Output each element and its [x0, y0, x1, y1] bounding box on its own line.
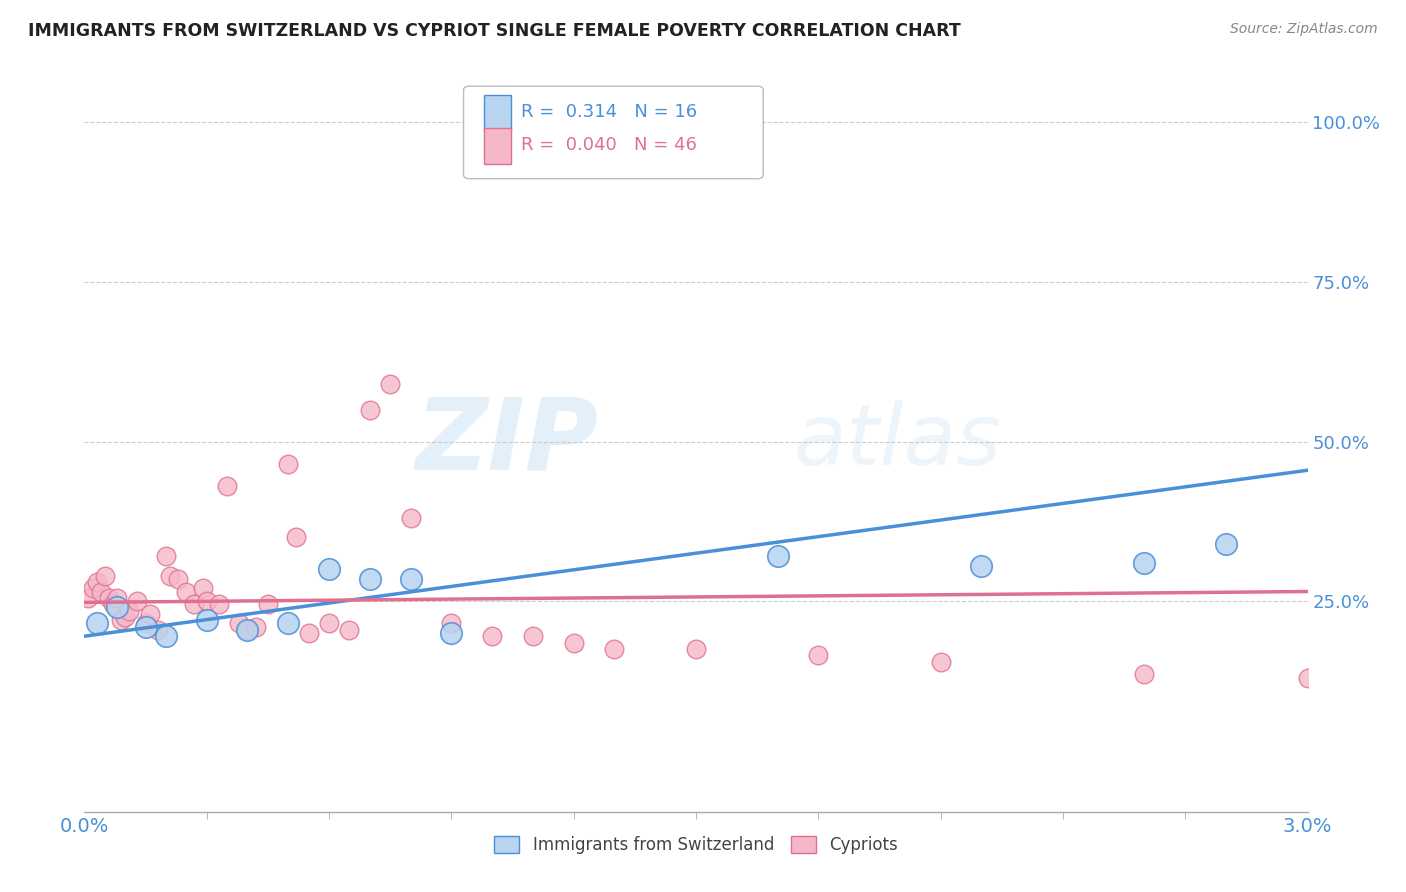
- Point: [101, 597, 124, 611]
- Y-axis label: Single Female Poverty: Single Female Poverty: [0, 350, 8, 533]
- Point: [440, 626, 463, 640]
- Point: [118, 604, 141, 618]
- Point: [970, 559, 993, 574]
- Point: [195, 613, 218, 627]
- Point: [236, 623, 259, 637]
- FancyBboxPatch shape: [464, 87, 763, 178]
- Point: [298, 626, 321, 640]
- Text: R =  0.314   N = 16: R = 0.314 N = 16: [522, 103, 697, 121]
- Point: [77, 591, 100, 605]
- Point: [318, 562, 340, 576]
- Text: ZIP: ZIP: [415, 393, 598, 490]
- Point: [176, 584, 198, 599]
- Point: [183, 597, 205, 611]
- Bar: [484, 128, 512, 164]
- Point: [277, 457, 299, 471]
- Point: [138, 607, 160, 621]
- Point: [86, 616, 108, 631]
- Point: [318, 616, 340, 631]
- Point: [155, 629, 177, 643]
- Point: [191, 582, 214, 596]
- Point: [257, 597, 280, 611]
- Point: [285, 530, 308, 544]
- Point: [399, 511, 422, 525]
- Text: atlas: atlas: [794, 400, 1002, 483]
- Point: [228, 616, 250, 631]
- Point: [481, 629, 503, 643]
- Point: [135, 616, 157, 631]
- Bar: [484, 95, 512, 130]
- Point: [359, 402, 381, 417]
- Point: [1133, 556, 1156, 570]
- Point: [522, 629, 544, 643]
- Point: [135, 619, 157, 633]
- Point: [236, 623, 259, 637]
- Point: [807, 648, 830, 663]
- Point: [1215, 536, 1237, 550]
- Point: [217, 479, 239, 493]
- Text: R =  0.040   N = 46: R = 0.040 N = 46: [522, 136, 697, 154]
- Point: [359, 572, 381, 586]
- Point: [277, 616, 299, 631]
- Point: [380, 377, 402, 392]
- Point: [90, 584, 112, 599]
- Point: [105, 600, 128, 615]
- Point: [155, 549, 177, 564]
- Point: [93, 568, 117, 582]
- Point: [110, 613, 132, 627]
- Point: [399, 572, 422, 586]
- Point: [167, 572, 190, 586]
- Point: [644, 115, 666, 129]
- Point: [114, 610, 136, 624]
- Point: [105, 591, 128, 605]
- Point: [339, 623, 361, 637]
- Point: [766, 549, 789, 564]
- Point: [86, 574, 108, 589]
- Text: Source: ZipAtlas.com: Source: ZipAtlas.com: [1230, 22, 1378, 37]
- Point: [1133, 667, 1156, 681]
- Point: [685, 642, 707, 657]
- Point: [195, 594, 218, 608]
- Point: [82, 582, 104, 596]
- Point: [1296, 671, 1319, 685]
- Point: [929, 655, 952, 669]
- Point: [603, 642, 626, 657]
- Point: [127, 594, 149, 608]
- Text: IMMIGRANTS FROM SWITZERLAND VS CYPRIOT SINGLE FEMALE POVERTY CORRELATION CHART: IMMIGRANTS FROM SWITZERLAND VS CYPRIOT S…: [28, 22, 960, 40]
- Point: [159, 568, 181, 582]
- Point: [97, 591, 120, 605]
- Legend: Immigrants from Switzerland, Cypriots: Immigrants from Switzerland, Cypriots: [486, 828, 905, 863]
- Point: [440, 616, 463, 631]
- Point: [245, 619, 267, 633]
- Point: [146, 623, 169, 637]
- Point: [562, 635, 585, 649]
- Point: [208, 597, 231, 611]
